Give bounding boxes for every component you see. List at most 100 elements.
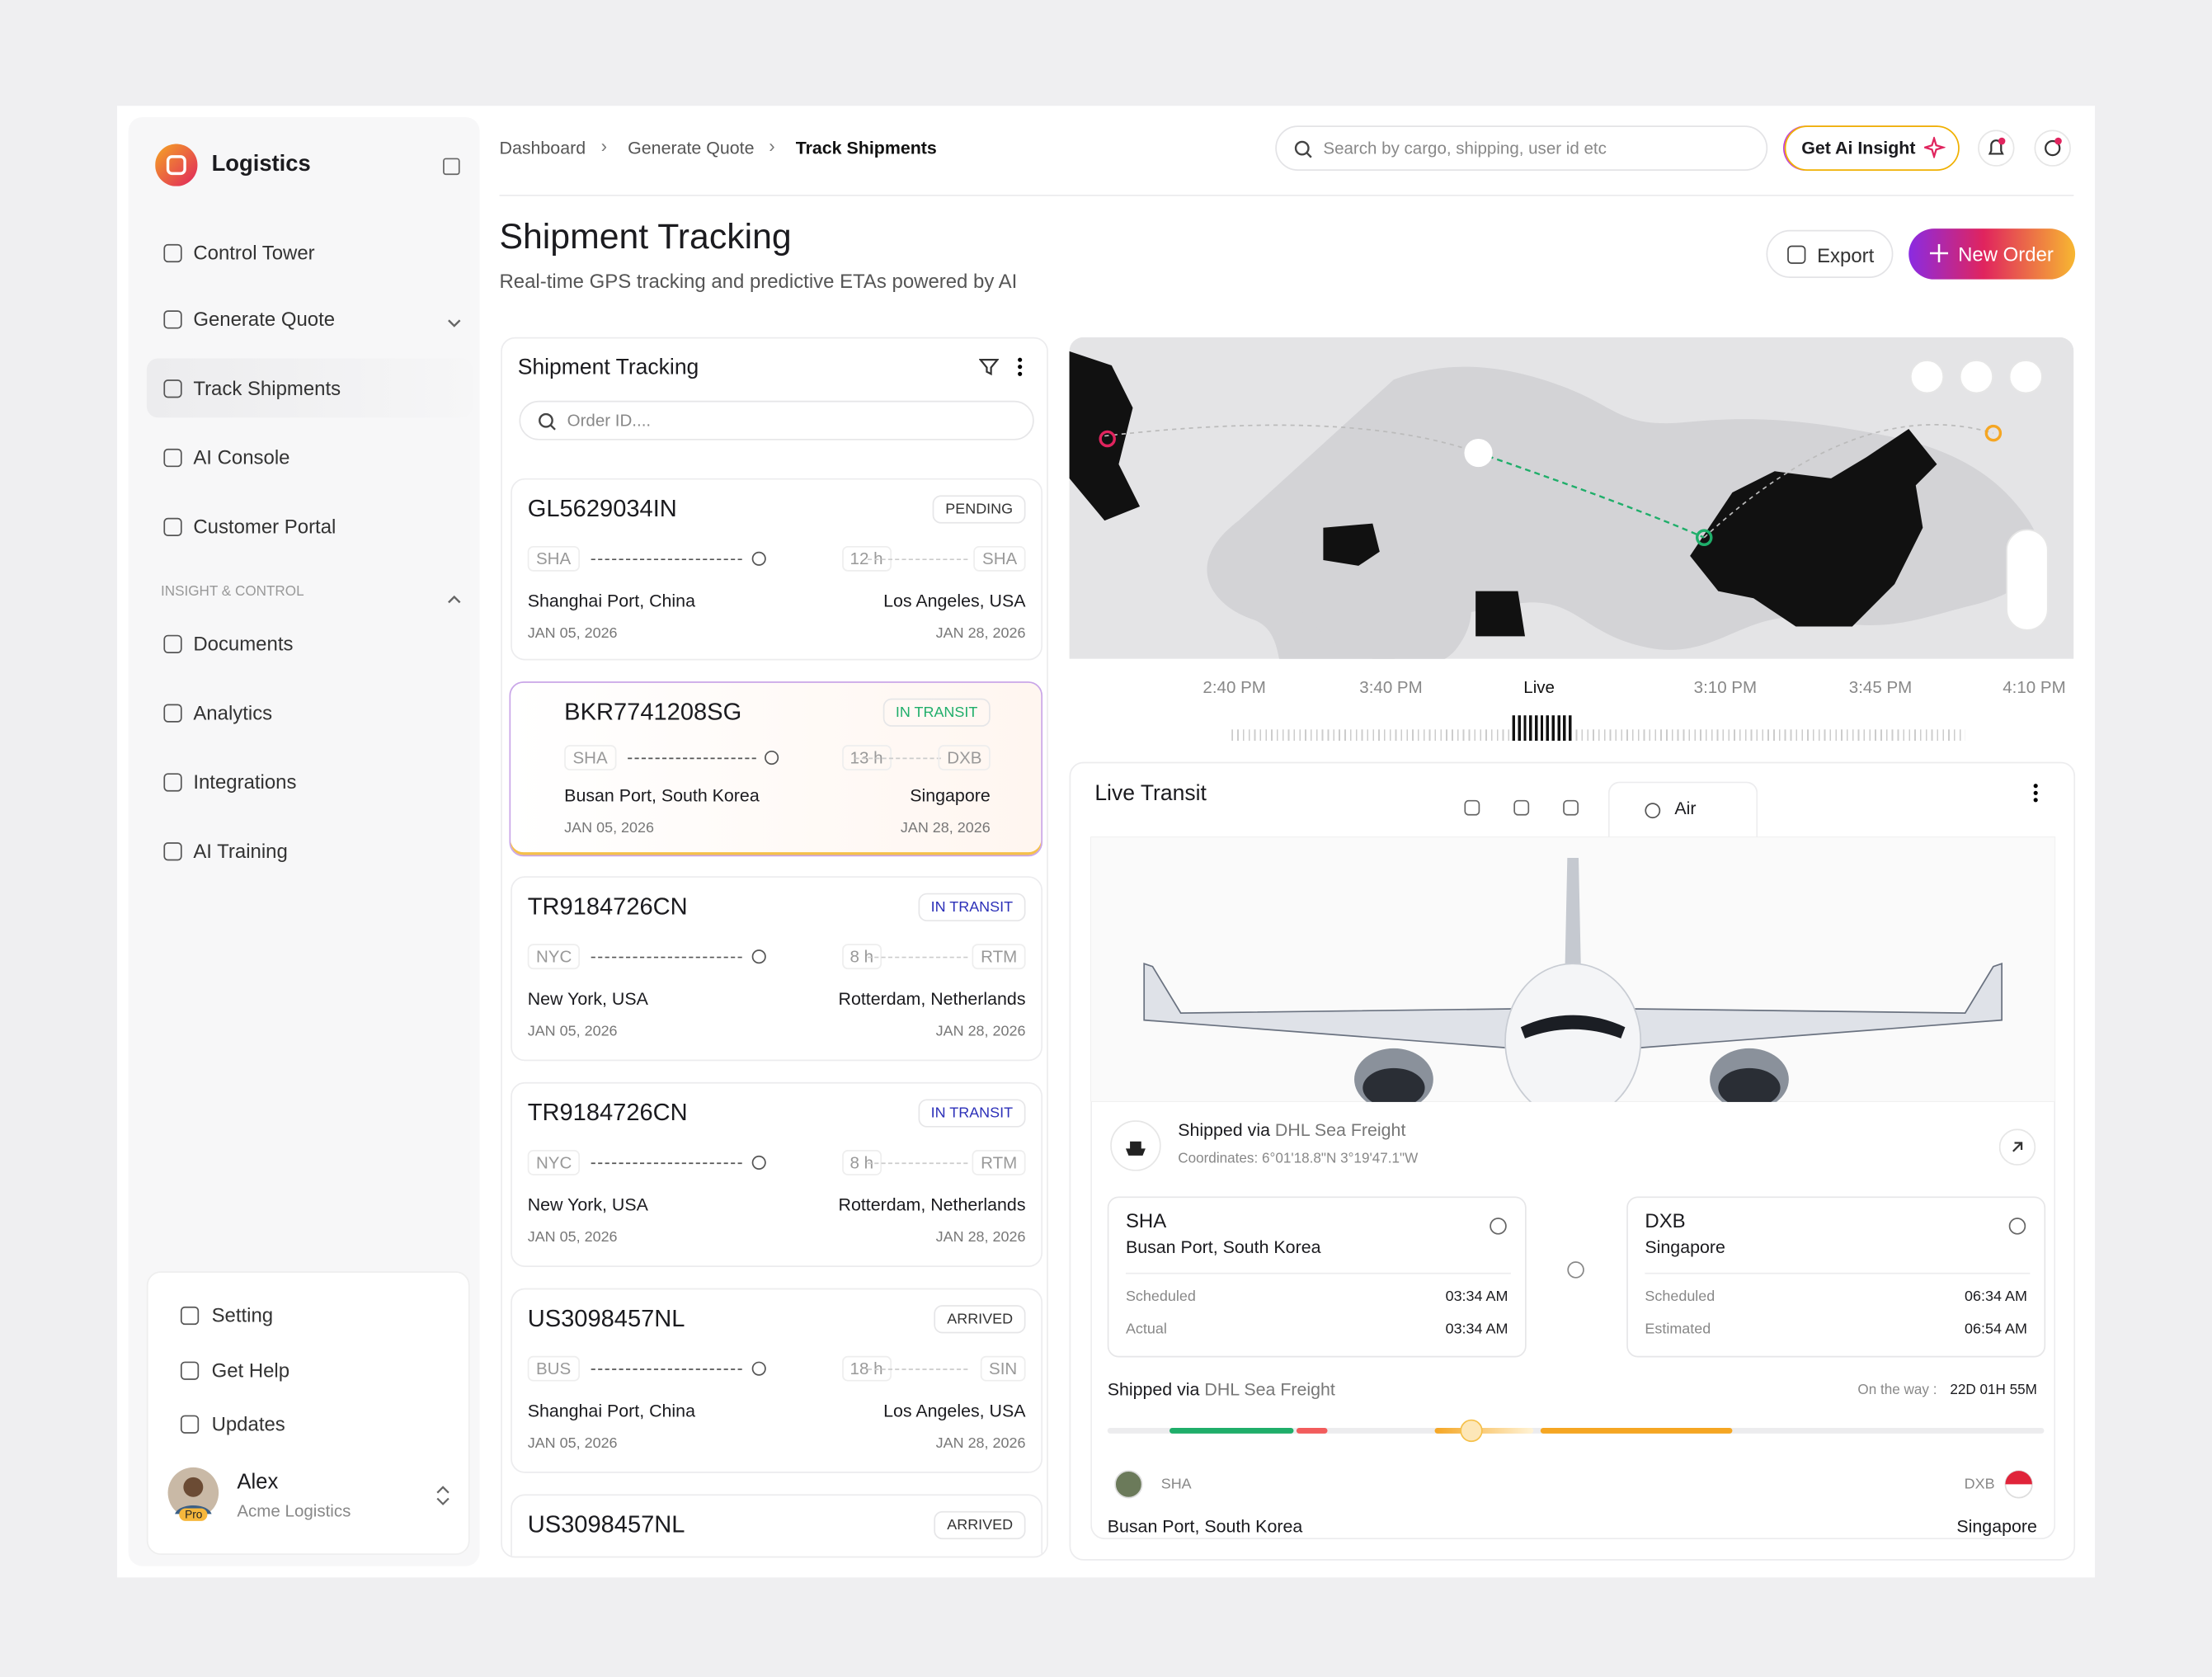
map-tool-button[interactable] (2008, 360, 2043, 394)
stop-divider (1645, 1272, 2031, 1274)
nav-item[interactable]: AI Console (193, 445, 290, 469)
user-name: Alex (237, 1470, 279, 1495)
switch-icon (436, 1486, 450, 1512)
row-label: Scheduled (1125, 1288, 1196, 1306)
shipment-card[interactable]: US3098457NL ARRIVED BUS 18 h SIN Shanghai Por… (511, 1288, 1043, 1473)
zoom-control[interactable] (2006, 529, 2049, 631)
shipment-id: TR9184726CN (527, 1099, 688, 1126)
nav-item[interactable]: Generate Quote (193, 307, 336, 331)
arrive-date: JAN 28, 2026 (935, 1228, 1026, 1246)
to-name: Singapore (1956, 1516, 2037, 1537)
mode-tab-active[interactable]: Air (1607, 781, 1758, 839)
stop-name: Busan Port, South Korea (1125, 1237, 1321, 1258)
shipment-card[interactable]: BKR7741208SG IN TRANSIT SHA 13 h DXB Busan Po… (509, 681, 1043, 857)
icon (163, 243, 182, 263)
nav-item[interactable]: Analytics (193, 701, 273, 724)
progress-segment (1169, 1427, 1294, 1434)
export-button[interactable]: Export (1766, 229, 1894, 278)
coordinates: Coordinates: 6°01'18.8"N 3°19'47.1"W (1178, 1151, 1419, 1167)
brand: Logistics (211, 152, 311, 177)
destination: Rotterdam, Netherlands (838, 989, 1026, 1009)
logo (155, 144, 198, 186)
progress-segment (1540, 1427, 1733, 1434)
route-dash (868, 558, 969, 561)
sidebar-footer: Setting Get Help Updates Pro Alex Acme Logist… (146, 1271, 470, 1555)
origin: Busan Port, South Korea (564, 785, 760, 806)
search-box[interactable]: Search by cargo, shipping, user id etc (1275, 125, 1768, 171)
timeline-label: Live (1523, 677, 1555, 697)
footer-item[interactable]: Updates (211, 1412, 285, 1435)
to-code: DXB (938, 745, 991, 770)
shipment-id: BKR7741208SG (564, 698, 742, 726)
from-name: Busan Port, South Korea (1107, 1516, 1303, 1537)
footer-item[interactable]: Get Help (211, 1359, 290, 1382)
plus-icon (1929, 243, 1949, 270)
mode-tab[interactable] (1464, 799, 1480, 816)
footer-item[interactable]: Setting (211, 1303, 274, 1326)
tab-label: Air (1674, 798, 1697, 819)
mode-tab[interactable] (1513, 799, 1530, 816)
icon (163, 448, 182, 468)
timeline-ticks (1231, 729, 1965, 741)
more-button (2033, 783, 2039, 809)
breadcrumb[interactable]: Generate Quote (628, 138, 755, 158)
nav-item[interactable]: Control Tower (193, 241, 315, 264)
map-panel: 2:40 PM 3:40 PM Live 3:10 PM 3:45 PM 4:10 PM (1069, 337, 2074, 741)
search-placeholder: Search by cargo, shipping, user id etc (1323, 138, 1607, 158)
route-dash (591, 1162, 741, 1165)
page-title: Shipment Tracking (499, 217, 792, 257)
order-search[interactable]: Order ID.... (519, 400, 1034, 440)
icon (163, 704, 182, 723)
status-badge: IN TRANSIT (918, 893, 1026, 921)
from-code: SHA (564, 745, 616, 770)
route-dash (868, 1162, 969, 1165)
nav-item[interactable]: Track Shipments (193, 376, 341, 400)
filter-button (978, 357, 1000, 384)
route-icon (764, 750, 779, 765)
duration: 8 h (841, 944, 882, 970)
nav-item[interactable]: Documents (193, 632, 294, 655)
ai-button[interactable]: Get Ai Insight (1784, 125, 1960, 171)
from-code: SHA (527, 545, 580, 572)
eta: 22D 01H 55M (1950, 1383, 2037, 1399)
route-icon (751, 551, 766, 566)
mode-tab[interactable] (1563, 799, 1579, 816)
new-order-button[interactable]: New Order (1908, 228, 2076, 280)
nav-item[interactable]: Integrations (193, 770, 297, 794)
arrive-date: JAN 28, 2026 (935, 1023, 1026, 1040)
breadcrumb-sep: › (769, 135, 775, 157)
map-tool-button[interactable] (1959, 360, 1993, 394)
map-tool-button[interactable] (1909, 360, 1945, 394)
route-dash (868, 1368, 969, 1370)
icon (180, 1361, 200, 1380)
chat-button (2034, 130, 2071, 173)
row-value: 03:34 AM (1445, 1320, 1508, 1338)
shipment-card[interactable]: TR9184726CN IN TRANSIT NYC 8 h RTM New York, … (511, 1081, 1043, 1267)
route-dash (591, 1368, 741, 1370)
row-label: Actual (1125, 1320, 1167, 1338)
on-the-way: On the way : (1857, 1383, 1937, 1399)
shipment-card[interactable]: US3098457NL ARRIVED (511, 1494, 1043, 1557)
shipment-card[interactable]: GL5629034IN PENDING SHA 12 h SHA Shanghai Por… (511, 478, 1043, 661)
shipment-card[interactable]: TR9184726CN IN TRANSIT NYC 8 h RTM New York, … (511, 876, 1043, 1062)
stop-code: DXB (1645, 1208, 1686, 1232)
shipped-label: Shipped via (1107, 1379, 1200, 1400)
from-code: BUS (527, 1355, 580, 1382)
stop-name: Singapore (1645, 1237, 1725, 1258)
ship-icon (1110, 1120, 1161, 1178)
breadcrumb[interactable]: Dashboard (499, 138, 586, 158)
collapse-button[interactable] (443, 158, 460, 176)
nav-item[interactable]: AI Training (193, 839, 288, 863)
nav-item[interactable]: Customer Portal (193, 515, 337, 538)
to-code: SHA (973, 545, 1026, 572)
status-badge: IN TRANSIT (918, 1099, 1026, 1128)
row-value: 06:54 AM (1965, 1320, 2027, 1338)
status-badge: PENDING (932, 495, 1026, 524)
to-code: DXB (1964, 1476, 1995, 1493)
destination: Rotterdam, Netherlands (838, 1194, 1026, 1215)
icon (1787, 245, 1806, 264)
shipment-id: GL5629034IN (527, 495, 677, 522)
map (1069, 337, 2074, 723)
